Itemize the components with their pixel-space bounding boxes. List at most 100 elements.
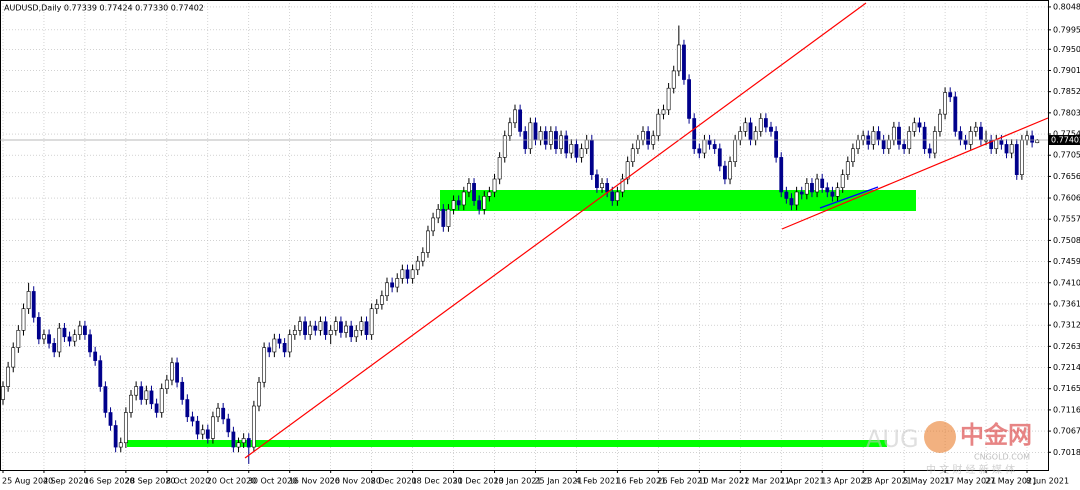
candle-body (1004, 144, 1009, 154)
candle-body (159, 388, 164, 413)
candle-body (518, 109, 523, 132)
candle-body (11, 347, 16, 368)
candle-body (67, 336, 72, 342)
x-tick-label: 13 Jan 2021 (494, 477, 542, 486)
candle-body (789, 198, 794, 206)
candle-body (743, 122, 748, 132)
candle-body (267, 347, 272, 353)
candle-body (487, 191, 492, 197)
candle-body (958, 131, 963, 141)
candle-body (477, 200, 482, 210)
candle-body (738, 131, 743, 141)
candle-body (1, 386, 5, 400)
candle-body (420, 252, 425, 262)
candle-body (861, 135, 866, 141)
trend-line (244, 2, 867, 459)
candle-body (497, 157, 502, 180)
candle-body (292, 330, 297, 335)
candle-body (999, 139, 1004, 145)
candle-body (748, 122, 753, 141)
candle-body (687, 79, 691, 119)
candle-body (1019, 139, 1024, 175)
candle-body (902, 144, 907, 150)
candle-body (472, 183, 476, 201)
candle-body (620, 178, 625, 193)
candle-body (236, 442, 241, 448)
candle-body (630, 148, 635, 163)
candle-body (543, 131, 548, 145)
candle-body (405, 269, 410, 279)
candle-body (410, 269, 415, 279)
candle-body (344, 325, 348, 333)
candle-body (666, 87, 671, 111)
candle-body (282, 343, 287, 353)
candle-body (1014, 144, 1019, 175)
candle-body (502, 135, 507, 158)
candle-body (804, 183, 809, 195)
candle-body (451, 200, 456, 210)
x-tick-label: 16 Feb 2021 (616, 477, 666, 486)
candle-body (52, 343, 57, 353)
candle-body (938, 113, 942, 132)
candle-body (851, 148, 855, 163)
candle-body (845, 161, 850, 175)
candle-body (318, 321, 323, 331)
candle-body (364, 321, 369, 335)
candle-body (31, 291, 36, 318)
candle-body (205, 429, 210, 439)
candle-body (195, 420, 200, 435)
candle-body (1025, 135, 1029, 141)
candle-body (190, 416, 195, 422)
candle-body (635, 139, 640, 150)
candle-body (226, 418, 231, 433)
candle-body (758, 118, 763, 132)
candle-body (170, 362, 174, 381)
x-tick-label: 28 Sep 2020 (125, 477, 176, 486)
candle-body (963, 139, 968, 145)
watermark-mark: AUG (866, 425, 919, 453)
candle-body (426, 230, 430, 253)
price-label: 0.77402 (1051, 136, 1080, 145)
x-tick-label: 4 Sep 2020 (43, 477, 89, 486)
support-zone (440, 190, 916, 211)
candle-body (415, 260, 420, 271)
candle-body (881, 139, 886, 150)
candle-body (446, 208, 451, 227)
x-tick-label: 18 Dec 2020 (412, 477, 463, 486)
x-tick-label: 25 Aug 2020 (2, 477, 53, 486)
x-tick-label: 5 May 2021 (903, 477, 950, 486)
candle-body (943, 92, 947, 115)
candle-body (262, 347, 267, 383)
candle-body (467, 183, 471, 193)
candle-body (492, 178, 497, 193)
candle-body (26, 291, 31, 310)
candle-body (835, 187, 840, 197)
candle-body (707, 139, 712, 145)
candle-body (200, 429, 205, 435)
candle-body (374, 304, 379, 310)
candle-body (461, 191, 466, 206)
candle-body (16, 330, 21, 348)
candle-body (584, 139, 589, 150)
candle-body (257, 381, 261, 407)
candle-body (948, 92, 953, 98)
candle-body (277, 338, 282, 344)
candle-body (728, 161, 732, 180)
x-tick-label: 1 Apr 2021 (780, 477, 824, 486)
candle-body (323, 321, 328, 335)
candle-body (313, 325, 318, 331)
candle-body (134, 386, 139, 396)
x-tick-label: 23 Apr 2021 (862, 477, 911, 486)
candle-body (564, 135, 569, 154)
candle-body (62, 327, 67, 338)
watermark-site: CNGOLD.COM (974, 453, 1030, 462)
candle-body (569, 144, 574, 154)
x-tick-label: 10 Mar 2021 (698, 477, 749, 486)
candle-body (682, 44, 686, 80)
